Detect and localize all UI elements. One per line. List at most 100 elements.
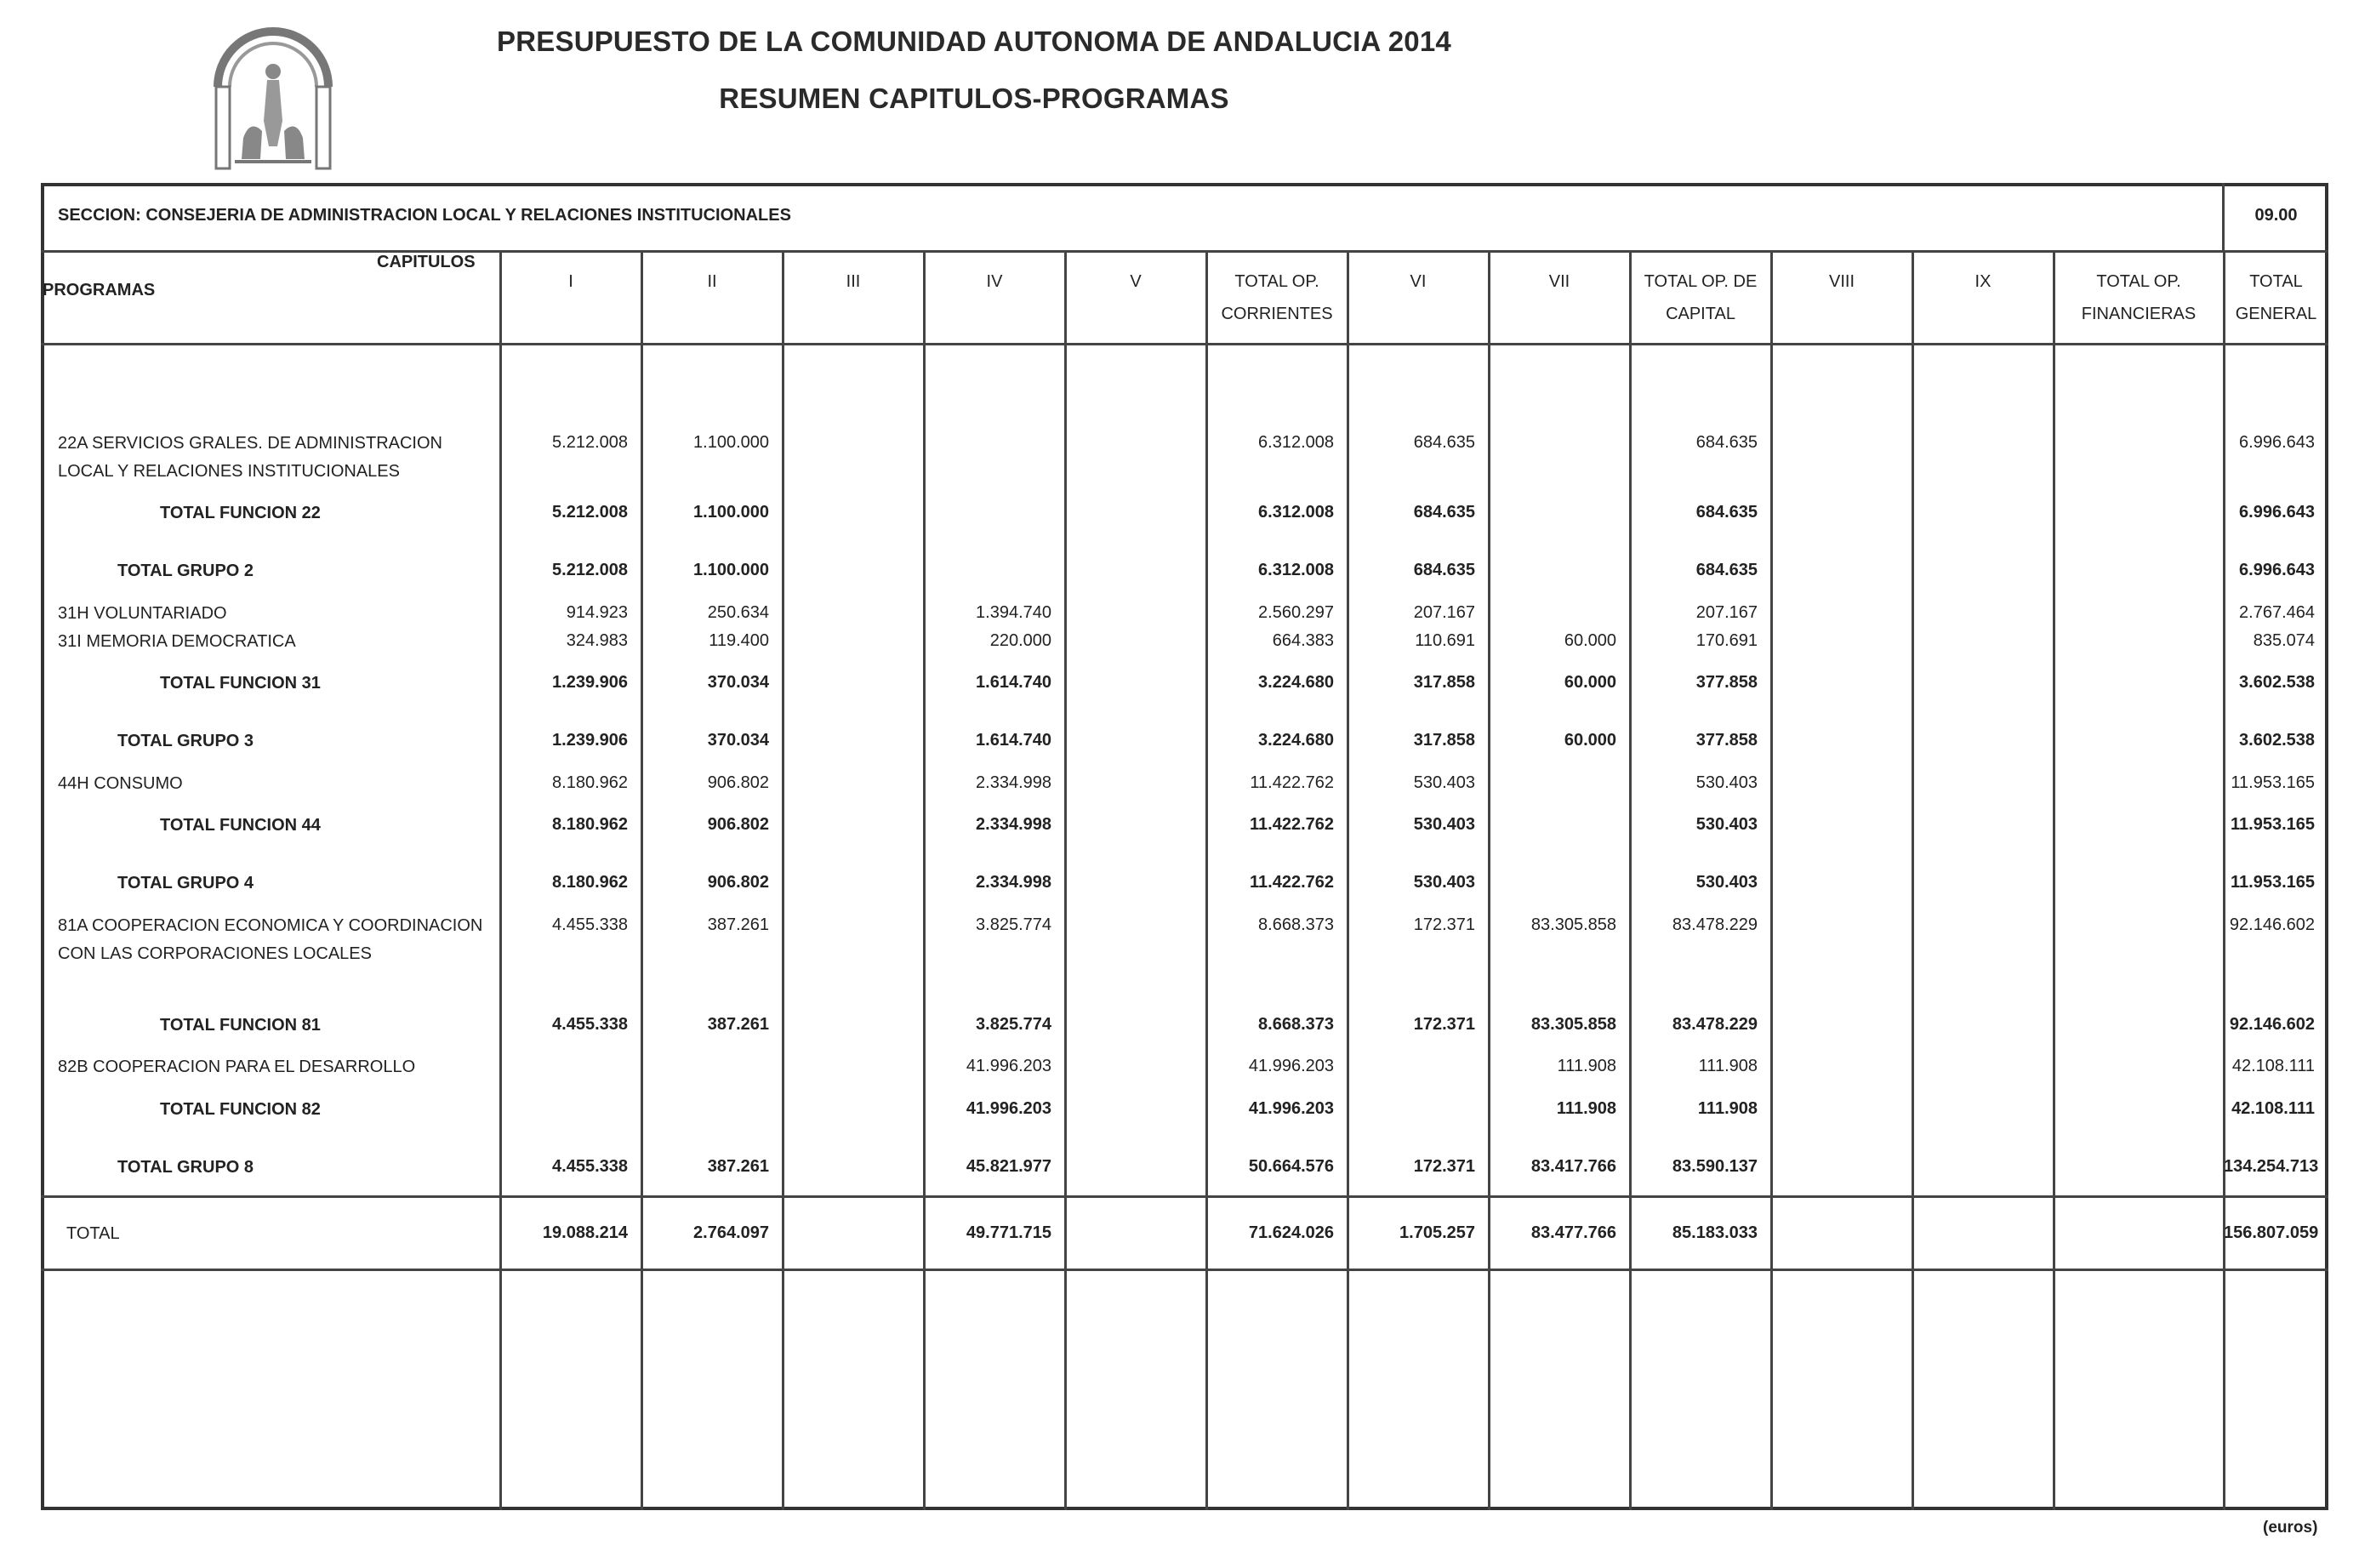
column-header: IV	[924, 265, 1065, 298]
capitulos-label: CAPITULOS	[377, 253, 476, 271]
table-row-cell: 6.996.643	[2239, 561, 2315, 579]
section-label: SECCION: CONSEJERIA DE ADMINISTRACION LO…	[58, 206, 791, 225]
table-row-cell: 83.305.858	[1530, 1015, 1616, 1034]
table-row-cell: 2.767.464	[2239, 603, 2315, 622]
column-header-text: V	[1130, 272, 1142, 291]
table-row-cell: 83.417.766	[1530, 1157, 1616, 1176]
column-header-text: VIII	[1828, 272, 1855, 291]
table-row-cell: 83.478.229	[1672, 1015, 1758, 1034]
table-row-cell: 3.602.538	[2239, 673, 2315, 692]
table-row-cell: 4.455.338	[552, 1015, 628, 1034]
table-row-cell: 8.180.962	[552, 873, 628, 892]
table-row-cell: 530.403	[1413, 815, 1475, 834]
table-row-cell: 6.312.008	[1258, 433, 1334, 452]
column-header-text: II	[707, 272, 717, 291]
table-row-cell: 906.802	[707, 873, 769, 892]
table-row-cell: 207.167	[1695, 603, 1758, 622]
table-row-cell: 41.996.203	[1248, 1057, 1334, 1075]
column-header-text: TOTAL OP.	[1234, 272, 1319, 291]
table-row-cell: 377.858	[1695, 731, 1758, 750]
table-row-cell: 387.261	[707, 915, 769, 934]
total-row-cell: 19.088.214	[542, 1223, 628, 1242]
table-row-cell: 207.167	[1413, 603, 1475, 622]
units-note: (euros)	[2263, 1519, 2318, 1537]
coat-of-arms-andalucia-icon	[214, 27, 333, 170]
header-divider	[41, 343, 2328, 345]
table-row-cell: 914.923	[566, 603, 628, 622]
table-row-cell: 11.422.762	[1250, 873, 1334, 892]
table-border	[41, 183, 2328, 1510]
table-row-cell: 60.000	[1564, 731, 1616, 750]
column-header-text: GENERAL	[2235, 305, 2317, 323]
table-row-cell: 1.394.740	[976, 603, 1051, 622]
total-row-cell: 49.771.715	[966, 1223, 1051, 1242]
budget-table: SECCION: CONSEJERIA DE ADMINISTRACION LO…	[41, 183, 2328, 1510]
column-header-text: IX	[1974, 272, 1991, 291]
total-row-cell: 85.183.033	[1672, 1223, 1758, 1242]
table-row-cell: 684.635	[1695, 433, 1758, 452]
table-row-cell: 42.108.111	[2231, 1057, 2315, 1075]
table-row-cell: 684.635	[1413, 503, 1475, 522]
column-divider	[2053, 251, 2055, 1510]
table-row-cell: 6.996.643	[2239, 433, 2315, 452]
table-row-cell: 530.403	[1695, 815, 1758, 834]
table-row-cell: 41.996.203	[966, 1057, 1051, 1075]
document-subtitle: RESUMEN CAPITULOS-PROGRAMAS	[719, 83, 1229, 114]
table-row-label: TOTAL FUNCION 81	[160, 1016, 321, 1035]
table-row-cell: 1.100.000	[693, 503, 769, 522]
table-row-cell: 8.668.373	[1258, 1015, 1334, 1034]
table-row-label: TOTAL FUNCION 44	[160, 816, 321, 835]
table-row-label: TOTAL GRUPO 4	[117, 874, 254, 892]
table-row-label: TOTAL FUNCION 31	[160, 674, 321, 693]
table-row-cell: 530.403	[1695, 873, 1758, 892]
table-row-cell: 134.254.713	[2224, 1157, 2319, 1176]
column-divider	[641, 251, 643, 1510]
column-divider	[1347, 251, 1349, 1510]
column-header: I	[500, 265, 641, 298]
table-row-cell: 170.691	[1695, 631, 1758, 650]
total-bottom-divider	[41, 1269, 2328, 1271]
table-row-cell: 60.000	[1564, 673, 1616, 692]
table-row-cell: 111.908	[1698, 1057, 1758, 1075]
section-code-divider	[2222, 183, 2225, 251]
column-divider	[499, 251, 502, 1510]
table-row-cell: 172.371	[1413, 1015, 1475, 1034]
table-row-cell: 1.614.740	[976, 731, 1051, 750]
column-divider	[1488, 251, 1490, 1510]
table-row-cell: 41.996.203	[966, 1099, 1051, 1118]
table-row-cell: 684.635	[1695, 503, 1758, 522]
table-row-cell: 45.821.977	[966, 1157, 1051, 1176]
table-row-cell: 111.908	[1697, 1099, 1758, 1118]
column-header: TOTAL OP. FINANCIERAS	[2054, 265, 2224, 330]
table-row-cell: 11.953.165	[2231, 873, 2315, 892]
table-row-cell: 50.664.576	[1248, 1157, 1334, 1176]
table-row-cell: 2.334.998	[976, 873, 1051, 892]
table-row-cell: 42.108.111	[2231, 1099, 2315, 1118]
table-row-cell: 387.261	[707, 1157, 769, 1176]
table-row-cell: 906.802	[707, 815, 769, 834]
column-header-text: CORRIENTES	[1221, 305, 1333, 323]
column-divider	[1912, 251, 1914, 1510]
table-row-label: 82B COOPERACION PARA EL DESARROLLO	[58, 1058, 416, 1076]
table-row-cell: 1.100.000	[693, 561, 769, 579]
column-header-text: VI	[1410, 272, 1427, 291]
column-header: VI	[1348, 265, 1489, 298]
table-row-cell: 6.312.008	[1258, 561, 1334, 579]
table-row-cell: 111.908	[1557, 1057, 1616, 1075]
table-row-cell: 5.212.008	[552, 561, 628, 579]
table-row-cell: 317.858	[1413, 673, 1475, 692]
table-row-cell: 6.312.008	[1258, 503, 1334, 522]
column-header-text: VII	[1548, 272, 1570, 291]
table-row-cell: 172.371	[1413, 915, 1475, 934]
total-row-cell: 1.705.257	[1399, 1223, 1475, 1242]
table-row-cell: 387.261	[707, 1015, 769, 1034]
total-row-cell: 71.624.026	[1248, 1223, 1334, 1242]
table-row-cell: 83.305.858	[1530, 915, 1616, 934]
column-header-text: I	[568, 272, 573, 291]
column-header: III	[783, 265, 924, 298]
table-row-cell: 684.635	[1695, 561, 1758, 579]
column-header-text: IV	[986, 272, 1003, 291]
table-row-cell: 1.100.000	[693, 433, 769, 452]
table-row-label: 31I MEMORIA DEMOCRATICA	[58, 632, 296, 651]
table-row-cell: 11.422.762	[1250, 815, 1334, 834]
